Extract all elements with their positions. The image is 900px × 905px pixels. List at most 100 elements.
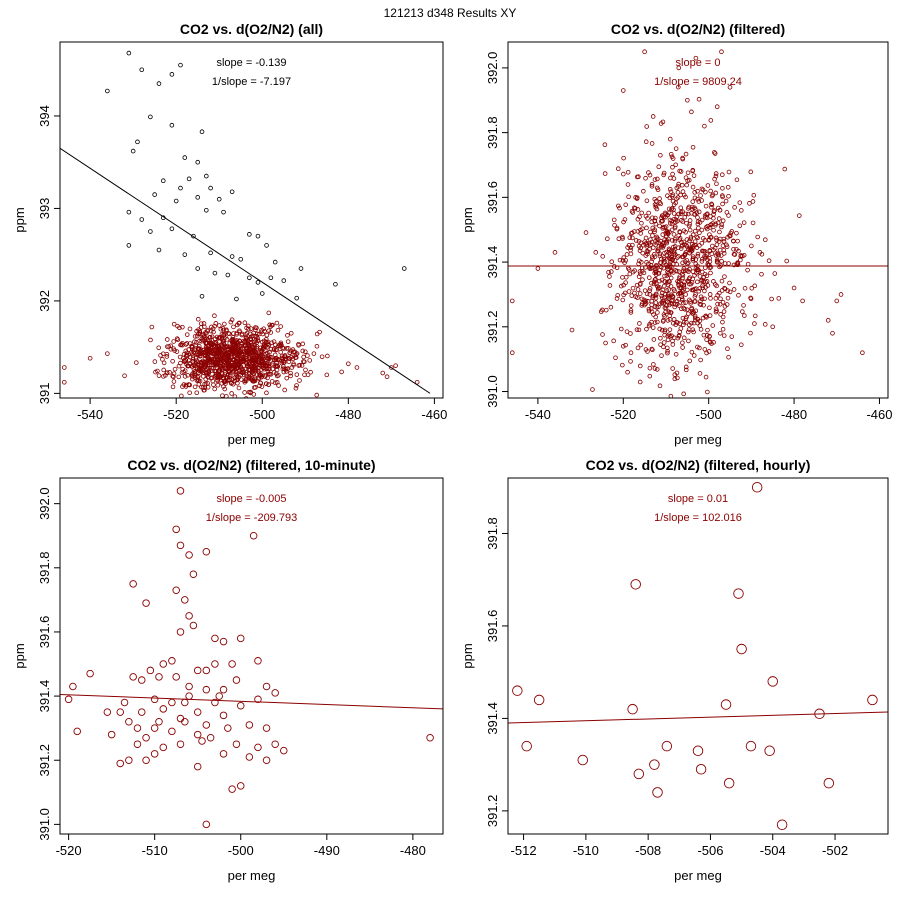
data-point [87,355,93,361]
data-point [627,703,638,715]
data-point [211,698,219,707]
data-point [649,182,655,187]
data-point [676,276,682,281]
data-point [194,333,200,339]
data-point [645,216,650,221]
data-point [182,368,188,374]
data-point [217,335,222,341]
data-point [692,205,697,211]
data-point [617,257,623,263]
data-point [655,248,660,253]
data-point [205,347,210,352]
data-point [722,274,727,279]
data-point [681,391,686,397]
data-point [274,347,280,352]
data-point [649,298,655,304]
data-point [686,211,691,217]
data-point [656,164,662,170]
data-point [738,342,744,348]
data-point [713,235,719,241]
data-point [708,118,714,123]
data-point [715,301,720,307]
data-point [294,372,300,377]
data-point [755,234,760,240]
data-point [678,169,684,174]
data-point [722,286,728,292]
y-tick-label: 392.0 [37,487,52,520]
data-point [707,292,713,297]
data-point [234,296,239,302]
data-point [697,323,703,328]
data-point [691,173,697,178]
data-point [702,296,707,302]
data-point [623,342,628,348]
data-point [211,351,217,357]
data-point [183,384,189,389]
data-point [687,238,692,244]
data-point [181,718,189,726]
data-point [206,734,215,742]
data-point [711,340,716,345]
panel-filtered-10-minute: CO2 vs. d(O2/N2) (filtered, 10-minute) p… [12,457,444,883]
data-point [642,49,647,55]
data-point [185,692,193,700]
data-point [670,171,675,177]
data-point [105,88,110,94]
panel-title: CO2 vs. d(O2/N2) (all) [180,21,323,37]
data-point [620,297,626,303]
data-point [752,321,757,326]
data-point [649,183,655,189]
data-point [662,279,667,284]
data-point [618,283,624,289]
data-point [628,350,634,356]
y-tick-label: 391.4 [485,246,500,279]
data-point [668,248,674,254]
data-point [679,294,684,299]
data-point [172,525,180,534]
data-point [239,332,245,338]
data-point [186,176,192,182]
data-point [148,114,153,120]
data-point [168,727,176,736]
data-point [193,730,202,739]
y-tick-label: 391.4 [37,680,52,713]
data-point [658,335,663,341]
data-point [651,281,657,287]
data-point [782,166,788,172]
data-point [654,305,660,310]
data-point [666,206,672,212]
data-point [302,349,308,355]
data-point [693,308,699,314]
data-point [189,621,198,630]
data-point [677,229,683,235]
data-point [655,319,660,325]
data-point [176,714,185,723]
data-point [249,352,255,358]
data-point [149,324,155,330]
data-point [230,334,236,340]
data-point [229,317,235,323]
x-tick-label: -504 [760,843,786,858]
data-point [672,238,678,244]
data-point [651,252,657,257]
data-point [741,303,746,308]
data-point [633,238,639,243]
data-point [720,314,726,320]
data-point [682,279,687,285]
data-point [673,162,678,168]
data-point [646,306,652,312]
data-point [667,264,673,270]
data-point [414,379,420,385]
y-tick-label: 394 [37,105,52,127]
x-tick-label: -500 [228,843,254,858]
data-point [696,199,702,204]
data-point [689,109,694,115]
data-point [668,175,673,181]
data-point [712,282,718,287]
data-point [736,643,747,655]
data-point [255,233,261,239]
data-point [626,194,631,200]
data-point [657,285,662,290]
data-point [608,304,614,310]
data-point [697,286,702,291]
